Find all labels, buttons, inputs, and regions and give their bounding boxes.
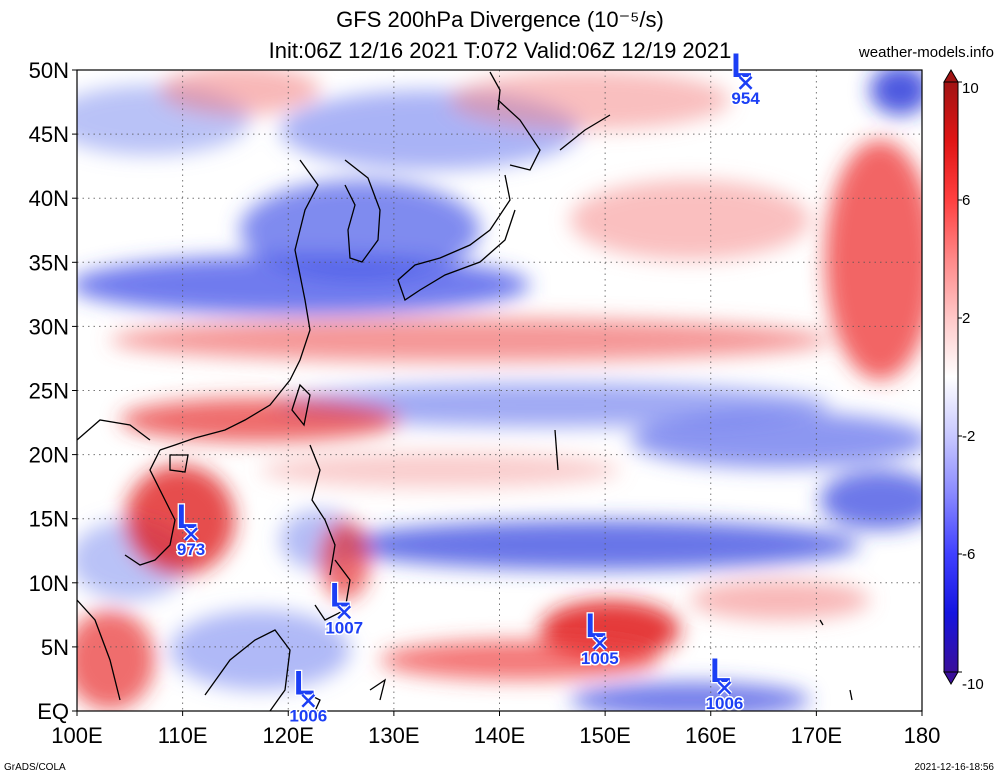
lat-tick-label: 45N <box>29 122 69 147</box>
lon-tick-label: 160E <box>685 723 736 748</box>
colorbar-bottom-arrow <box>943 671 959 685</box>
latitude-axis: 50N 45N 40N 35N 30N 25N 20N 15N 10N 5N EQ <box>29 58 77 724</box>
lat-tick-label: EQ <box>37 699 69 724</box>
colorbar-tick-label: -10 <box>962 676 984 693</box>
plot-area <box>77 70 922 711</box>
lon-tick-label: 150E <box>579 723 630 748</box>
lat-tick-label: 15N <box>29 507 69 532</box>
low-center-x-icon <box>738 75 753 90</box>
lon-tick-label: 100E <box>51 723 102 748</box>
low-letter: L <box>585 607 606 645</box>
low-letter: L <box>294 665 315 703</box>
low-pressure-value: 1005 <box>581 649 619 668</box>
low-center-x-icon <box>337 605 352 620</box>
low-letter: L <box>710 652 731 690</box>
grid-lines <box>77 70 922 711</box>
low-center-x-icon <box>184 527 198 541</box>
lon-tick-label: 120E <box>263 723 314 748</box>
colorbar-tick-label: 10 <box>962 80 979 97</box>
low-letter: L <box>731 47 752 85</box>
lat-tick-label: 30N <box>29 314 69 339</box>
low-pressure-value: 1006 <box>706 694 744 713</box>
lon-tick-label: 180 <box>904 723 941 748</box>
lat-tick-label: 50N <box>29 58 69 83</box>
low-pressure-marker: L 1005 <box>579 606 620 670</box>
lat-tick-label: 40N <box>29 186 69 211</box>
pressure-systems: L 954 L 973 L 1007 L 1005 L 1006 L 1006 <box>175 46 762 728</box>
coastlines <box>77 71 853 711</box>
low-pressure-value: 1007 <box>325 618 363 637</box>
low-letter: L <box>177 498 198 536</box>
lon-tick-label: 110E <box>158 723 208 748</box>
lat-tick-label: 20N <box>29 443 69 468</box>
colorbar-gradient <box>943 81 959 673</box>
chart-subtitle: Init:06Z 12/16 2021 T:072 Valid:06Z 12/1… <box>268 38 732 63</box>
colorbar-tick-label: 2 <box>962 310 970 327</box>
lat-tick-label: 25N <box>29 379 69 404</box>
low-center-x-icon <box>592 636 607 650</box>
low-center-x-icon <box>717 681 732 695</box>
low-letter: L <box>330 576 351 614</box>
low-pressure-marker: L 973 <box>175 497 206 561</box>
lon-tick-label: 140E <box>474 723 525 748</box>
render-timestamp: 2021-12-16-18:56 <box>914 762 994 773</box>
colorbar-labels: 10 6 2 -2 -6 -10 <box>958 80 984 693</box>
lon-tick-label: 170E <box>791 723 842 748</box>
colorbar-top-arrow <box>943 69 959 83</box>
site-credit: weather-models.info <box>858 44 994 61</box>
chart-title: GFS 200hPa Divergence (10⁻⁵/s) <box>336 7 664 32</box>
low-pressure-marker: L 1007 <box>324 575 365 639</box>
low-center-x-icon <box>301 693 316 708</box>
low-pressure-value: 973 <box>177 540 205 559</box>
lon-tick-label: 130E <box>368 723 419 748</box>
low-pressure-value: 954 <box>731 89 760 108</box>
lat-tick-label: 35N <box>29 250 69 275</box>
colorbar-tick-label: -6 <box>962 546 975 563</box>
colorbar: 10 6 2 -2 -6 -10 <box>943 69 984 693</box>
lat-tick-label: 5N <box>41 635 69 660</box>
longitude-axis: 100E 110E 120E 130E 140E 150E 160E 170E 180 <box>51 711 940 748</box>
lat-tick-label: 10N <box>29 571 69 596</box>
colorbar-tick-label: 6 <box>962 192 970 209</box>
divergence-field <box>77 70 922 711</box>
low-pressure-marker: L 954 <box>730 46 762 110</box>
low-pressure-marker: L 1006 <box>288 663 329 727</box>
colorbar-tick-label: -2 <box>962 428 975 445</box>
software-credit: GrADS/COLA <box>4 762 66 773</box>
low-pressure-value: 1006 <box>289 707 327 726</box>
low-pressure-marker: L 1006 <box>704 651 745 715</box>
